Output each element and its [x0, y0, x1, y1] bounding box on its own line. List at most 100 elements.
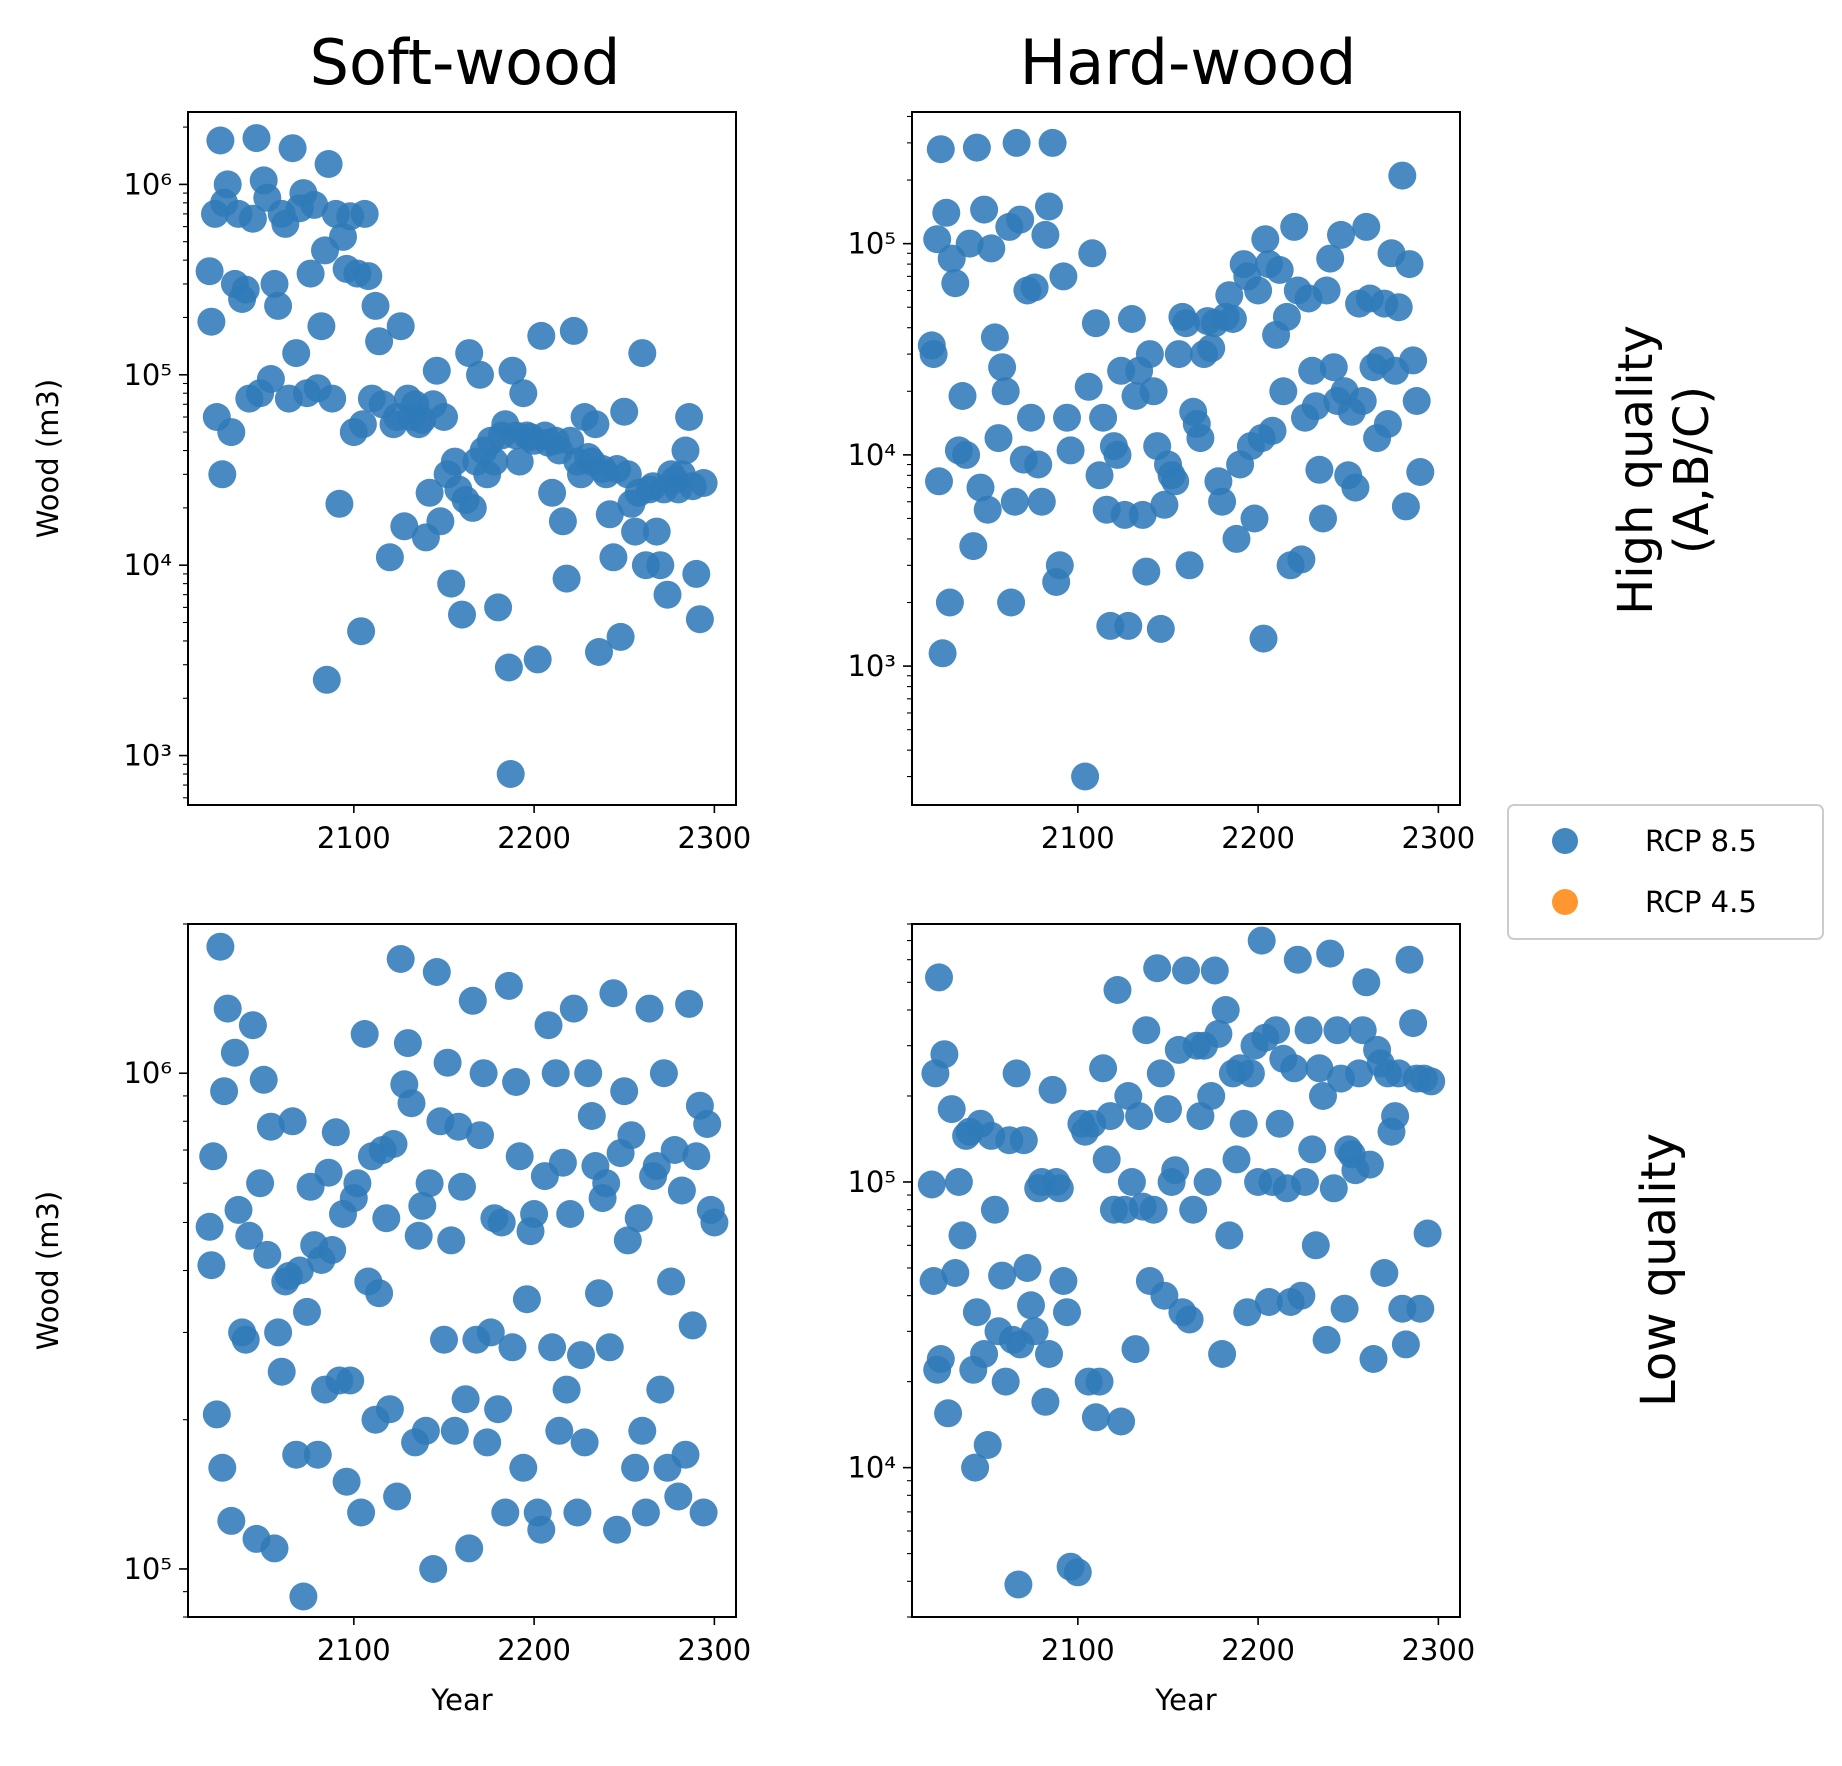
data-point [502, 1068, 531, 1096]
data-point [948, 1221, 977, 1250]
row-label-line: Low quality [1631, 1133, 1687, 1407]
data-point [1373, 410, 1402, 438]
data-point [649, 1059, 678, 1088]
data-point [606, 622, 635, 651]
data-point [1002, 1059, 1031, 1088]
data-point [264, 291, 293, 320]
data-point [1291, 1168, 1319, 1196]
data-point [509, 1453, 538, 1482]
data-point [595, 500, 624, 529]
data-point [390, 512, 419, 541]
data-point [1143, 954, 1172, 983]
data-point [962, 133, 991, 162]
data-point [1139, 377, 1168, 406]
data-point [404, 1221, 433, 1250]
data-point [1215, 281, 1244, 310]
data-point [455, 1534, 484, 1563]
data-point [1399, 1009, 1428, 1038]
x-tick-label: 2100 [1041, 1633, 1115, 1667]
data-point [1009, 1126, 1038, 1155]
data-point [1309, 1082, 1337, 1110]
data-point [1103, 976, 1132, 1004]
data-point [541, 1059, 570, 1088]
data-point [473, 1428, 502, 1457]
data-point [494, 971, 523, 1000]
data-point [599, 543, 628, 572]
data-point [350, 199, 379, 228]
data-point [534, 1011, 563, 1040]
data-point [700, 1208, 729, 1237]
data-point [350, 1020, 379, 1048]
data-point [264, 1318, 293, 1347]
data-point [1161, 1156, 1190, 1185]
data-point [1164, 340, 1193, 369]
data-point [685, 605, 714, 634]
data-point [961, 1453, 990, 1482]
data-point [1388, 161, 1417, 190]
data-point [635, 994, 664, 1023]
data-point [213, 170, 242, 199]
data-point [988, 1261, 1017, 1290]
data-point [1399, 346, 1428, 375]
data-point [966, 473, 995, 502]
data-point [491, 1498, 520, 1527]
data-point [617, 1121, 646, 1150]
data-point [595, 1333, 624, 1362]
data-point [1017, 403, 1045, 432]
data-point [1175, 1305, 1204, 1334]
data-point [1327, 220, 1355, 249]
data-point [1395, 250, 1424, 279]
data-point [926, 1345, 955, 1373]
y-tick-label: 10⁵ [123, 358, 172, 392]
data-point [527, 1515, 556, 1544]
data-point [318, 1236, 347, 1264]
data-point [1236, 1059, 1265, 1088]
data-point [548, 1148, 577, 1177]
plot-frame [911, 111, 1461, 806]
data-point [675, 989, 704, 1018]
x-tick-label: 2100 [1041, 821, 1115, 855]
data-point [348, 410, 377, 439]
data-point [610, 397, 639, 426]
data-point [1391, 1330, 1420, 1359]
data-point [1298, 1135, 1327, 1164]
data-point [437, 1226, 466, 1255]
data-point [246, 1169, 275, 1198]
data-point [397, 1089, 426, 1118]
data-point [332, 1467, 361, 1496]
data-point [440, 1416, 469, 1445]
data-point [256, 365, 285, 393]
data-point [1038, 1075, 1067, 1104]
panel-4: 2100 2200 2300 10⁴ 10⁵ Year [847, 923, 1475, 1717]
data-point [426, 507, 455, 536]
data-point [448, 1172, 476, 1201]
data-point [512, 1285, 541, 1314]
data-point [1251, 225, 1280, 254]
data-point [289, 1582, 318, 1611]
data-point [1258, 416, 1287, 445]
data-point [646, 551, 675, 580]
data-point [231, 1325, 260, 1354]
data-point [347, 1498, 376, 1527]
data-point [1384, 293, 1413, 322]
data-point [1319, 353, 1348, 382]
data-point [296, 259, 325, 288]
y-axis-label: Wood (m3) [31, 379, 65, 538]
data-point [1283, 945, 1312, 974]
data-point [1254, 1288, 1283, 1316]
data-point [925, 963, 953, 992]
data-point [1359, 1345, 1388, 1373]
data-point [1139, 1195, 1168, 1224]
data-point [1406, 458, 1435, 486]
data-point [1330, 1294, 1359, 1323]
data-point [552, 1375, 581, 1404]
data-point [1316, 244, 1345, 273]
column-title-hardwood: Hard-wood [1020, 26, 1357, 99]
data-point [213, 994, 242, 1023]
data-point [408, 1191, 437, 1220]
legend-marker-rcp45 [1552, 889, 1578, 915]
data-point [970, 195, 999, 224]
data-point [1107, 1407, 1136, 1436]
data-point [466, 1121, 494, 1150]
